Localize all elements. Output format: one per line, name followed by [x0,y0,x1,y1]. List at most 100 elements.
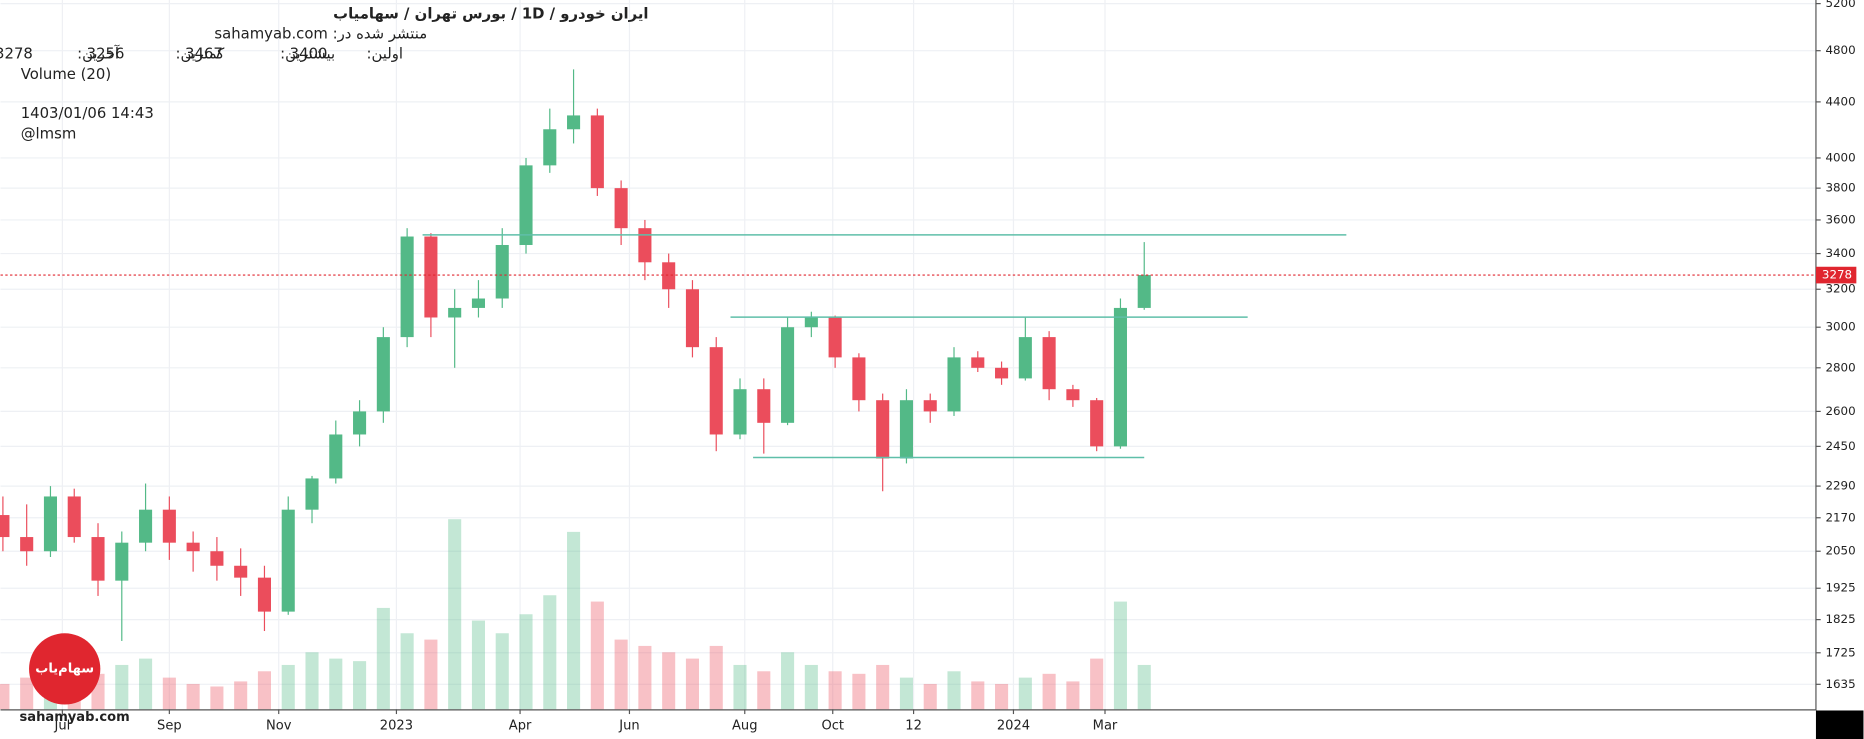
x-tick-label: Jun [618,718,639,733]
candle-body [210,551,224,566]
candle-body [257,577,271,612]
volume-bar [567,531,581,710]
volume-bar [923,683,937,710]
legend-value: 3400 [290,45,328,63]
y-tick-label: 3600 [1825,212,1855,226]
volume-bar [0,683,10,710]
candle-body [733,389,747,435]
x-tick-label: Apr [509,718,532,733]
logo-circle [29,633,101,705]
volume-bar [685,658,699,710]
candle-body [139,509,153,543]
x-tick-label: Jul [53,718,70,733]
author: @lmsm [21,124,77,142]
candle-body [852,357,866,401]
volume-bar [448,519,462,710]
candle-body [804,317,818,328]
volume-bar [115,664,129,710]
x-tick-label: 2023 [380,718,413,733]
candle-body [828,317,842,358]
candle-body [947,357,961,412]
candle-body [1042,337,1056,390]
volume-bar [733,664,747,710]
candle-body [614,188,628,229]
volume-bar [210,686,224,710]
candle-body [400,236,414,338]
volume-layer [0,519,1151,710]
candle-body [67,496,81,538]
volume-bar [1137,664,1151,710]
grid [0,0,1816,710]
candle-layer [0,69,1151,641]
legend-label: بیشترین: [280,45,335,63]
volume-bar [1113,601,1127,710]
last-price-badge [1815,266,1857,284]
volume-bar [1066,681,1080,710]
x-tick-label: Sep [157,718,182,733]
volume-bar [709,645,723,710]
y-tick-label: 4800 [1825,43,1855,57]
legend-value: 3278 [0,45,33,63]
y-tick-label: 1825 [1825,612,1855,626]
candle-body [1018,337,1032,379]
x-tick-label: Nov [266,718,292,733]
volume-bar [899,677,913,710]
volume-bar [1090,658,1104,710]
overlay-layer [0,234,1816,459]
candle-body [471,298,485,308]
corner-block [1815,710,1864,739]
candle-body [519,165,533,245]
timestamp: 1403/01/06 14:43 [21,104,154,122]
volume-bar [590,601,604,710]
candle-body [20,537,34,552]
axis-layer: 5200 4800 4400 4000 3800 3600 3400 3200 3000 2800… [53,0,1857,733]
candle-body [876,400,890,459]
candle-body [995,367,1009,379]
candle-body [186,542,200,552]
legend-label: کمترین: [176,45,226,63]
candle-body [91,537,105,581]
volume-bar [424,639,438,710]
volume-bar [876,664,890,710]
candle-body [234,565,248,578]
volume-bar [495,633,509,710]
y-tick-label: 2170 [1825,510,1855,524]
volume-bar [638,645,652,710]
candle-body [567,115,581,130]
y-tick-label: 3400 [1825,246,1855,260]
legend-value: 3256 [87,45,125,63]
candle-body [899,400,913,459]
volume-bar [519,614,533,710]
candle-body [971,357,985,368]
candle-body [590,115,604,189]
volume-bar [186,683,200,710]
volume-bar [139,658,153,710]
candle-body [162,509,176,543]
candle-body [923,400,937,412]
volume-bar [947,671,961,710]
volume-bar [1018,677,1032,710]
volume-bar [995,683,1009,710]
candle-body [1113,307,1127,447]
candle-body [353,411,367,435]
volume-bar [234,681,248,710]
legend-label: آخرین: [77,45,120,63]
y-tick-label: 3000 [1825,320,1855,334]
volume-bar [757,671,771,710]
volume-bar [804,664,818,710]
candle-body [543,129,557,166]
candle-body [709,347,723,435]
volume-bar [781,652,795,710]
y-tick-label: 2800 [1825,360,1855,374]
candle-body [305,478,319,510]
y-tick-label: 2600 [1825,404,1855,418]
y-tick-label: 3200 [1825,282,1855,296]
volume-bar [353,661,367,710]
volume-bar [614,639,628,710]
volume-bar [662,652,676,710]
candle-body [281,509,295,612]
candle-body [662,262,676,290]
